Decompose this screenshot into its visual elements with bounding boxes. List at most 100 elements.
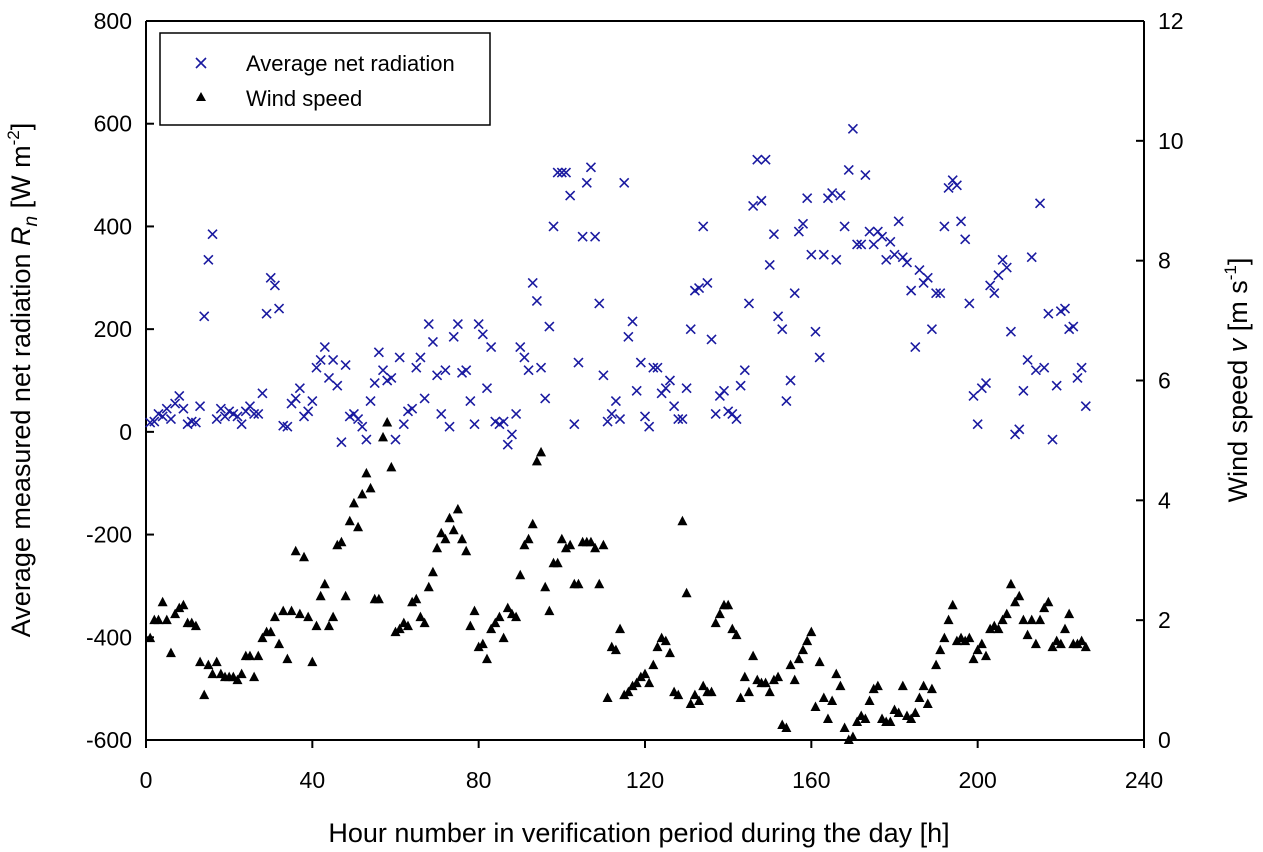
wind-point <box>556 533 567 544</box>
right-tick-label: 0 <box>1158 727 1171 753</box>
radiation-point <box>390 434 401 445</box>
wind-point <box>174 602 185 613</box>
wind-point <box>1080 641 1091 652</box>
wind-point <box>727 623 738 634</box>
radiation-point <box>307 395 318 407</box>
wind-point <box>822 713 833 724</box>
wind-point <box>585 536 596 547</box>
wind-point <box>590 542 601 553</box>
radiation-point <box>1022 354 1033 366</box>
wind-point <box>964 632 975 643</box>
wind-point <box>211 656 222 667</box>
radiation-point <box>1072 372 1083 383</box>
wind-point <box>664 647 675 658</box>
radiation-point <box>486 342 497 353</box>
radiation-point <box>698 221 709 232</box>
wind-point <box>789 674 800 685</box>
radiation-point <box>731 413 742 425</box>
radiation-point <box>315 354 326 366</box>
wind-point <box>531 455 542 466</box>
radiation-point <box>793 226 804 237</box>
left-tick-label: 400 <box>94 213 132 239</box>
wind-point <box>407 596 418 607</box>
x-tick-label: 240 <box>1125 767 1163 793</box>
wind-point <box>677 515 688 526</box>
radiation-point <box>619 177 630 188</box>
radiation-point <box>523 365 534 376</box>
radiation-point <box>157 411 168 422</box>
wind-point <box>165 647 176 658</box>
radiation-point <box>174 390 185 401</box>
wind-point <box>340 590 351 601</box>
left-y-axis-unit-close: ] <box>6 123 36 131</box>
wind-point <box>419 617 430 628</box>
radiation-point <box>893 216 904 227</box>
legend-marker-wind <box>196 92 206 101</box>
radiation-point <box>610 395 621 407</box>
radiation-point <box>469 419 480 430</box>
wind-point <box>311 620 322 631</box>
radiation-point <box>573 357 584 368</box>
wind-point <box>469 605 480 616</box>
right-tick-label: 12 <box>1158 8 1184 34</box>
radiation-point <box>211 413 222 425</box>
wind-point <box>1035 614 1046 625</box>
radiation-point <box>876 231 888 242</box>
radiation-point <box>910 342 921 353</box>
wind-point <box>244 650 255 661</box>
radiation-point <box>440 365 451 376</box>
wind-point <box>910 707 921 718</box>
radiation-point <box>623 331 634 342</box>
wind-point <box>502 602 513 613</box>
radiation-point <box>415 352 426 363</box>
wind-point <box>615 623 626 634</box>
radiation-point <box>398 419 409 430</box>
radiation-point <box>565 190 576 201</box>
radiation-point <box>673 413 684 425</box>
left-tick-label: -600 <box>86 727 132 753</box>
wind-point <box>810 701 821 712</box>
radiation-point <box>432 370 443 381</box>
wind-point <box>573 578 584 589</box>
wind-point <box>897 680 908 691</box>
radiation-point <box>373 347 384 358</box>
radiation-point <box>797 218 809 229</box>
radiation-point <box>377 365 389 376</box>
wind-point <box>386 461 397 472</box>
radiation-point <box>594 298 605 309</box>
wind-point <box>993 623 1004 634</box>
radiation-point <box>1047 434 1058 445</box>
radiation-point <box>477 329 488 340</box>
radiation-point <box>781 395 792 407</box>
radiation-point <box>540 393 551 404</box>
radiation-point <box>178 403 189 414</box>
wind-point <box>860 713 871 724</box>
wind-point <box>319 578 330 589</box>
radiation-point <box>452 318 463 330</box>
wind-point <box>232 674 243 685</box>
wind-point <box>926 683 937 694</box>
radiation-point <box>669 401 680 412</box>
wind-point <box>274 638 285 649</box>
radiation-point <box>199 311 210 322</box>
wind-point <box>872 680 883 691</box>
series-layer <box>145 123 1091 744</box>
radiation-point <box>361 434 372 445</box>
radiation-point <box>926 324 937 335</box>
wind-point <box>976 638 987 649</box>
wind-point <box>951 635 962 646</box>
radiation-point <box>835 190 846 201</box>
radiation-point <box>448 331 459 342</box>
right-axis-ticks: 0 2 4 6 8 10 12 <box>1136 8 1184 753</box>
left-tick-label: -400 <box>86 624 132 650</box>
wind-point <box>706 686 717 697</box>
wind-point <box>864 695 875 706</box>
wind-point <box>785 659 796 670</box>
radiation-point <box>274 303 285 314</box>
radiation-point <box>407 403 418 414</box>
radiation-point <box>735 380 746 391</box>
radiation-point <box>253 408 264 419</box>
wind-point <box>195 656 206 667</box>
x-tick-label: 80 <box>466 767 492 793</box>
radiation-point <box>939 221 950 232</box>
